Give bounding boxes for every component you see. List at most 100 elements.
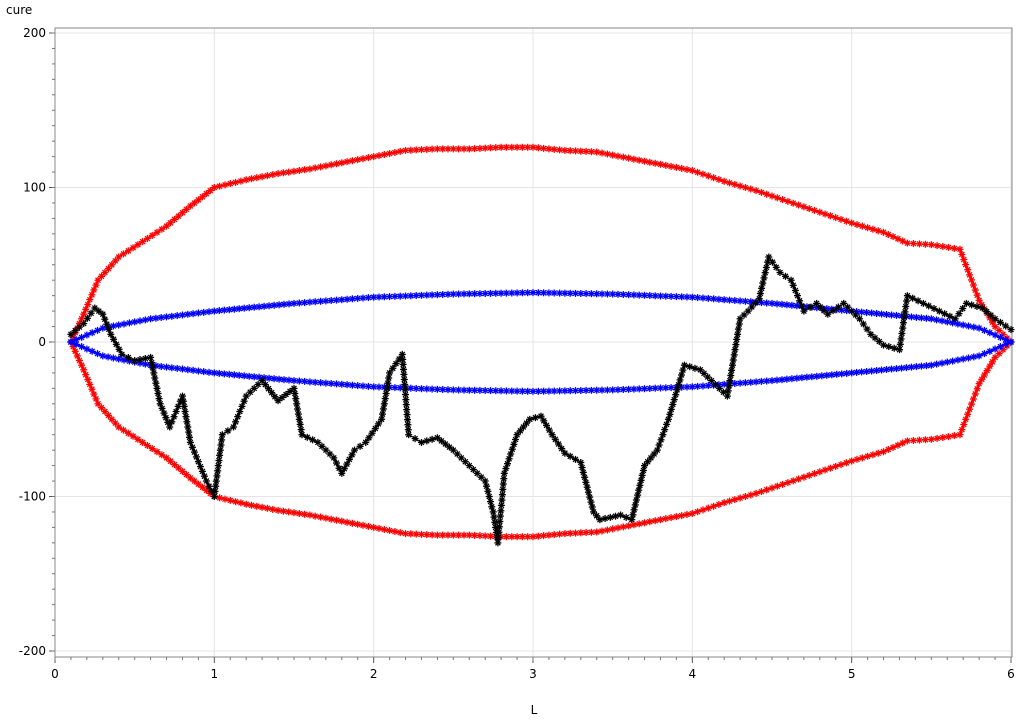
data-point — [778, 300, 786, 308]
data-point — [380, 526, 388, 533]
data-point — [800, 307, 808, 315]
data-point — [694, 168, 702, 176]
data-point — [688, 383, 696, 391]
data-point — [922, 314, 930, 322]
data-point — [789, 477, 797, 485]
data-point — [94, 400, 102, 408]
x-tick-label: 4 — [689, 667, 697, 681]
data-point — [80, 320, 88, 327]
data-point — [768, 484, 776, 492]
data-point — [826, 464, 834, 472]
data-point — [903, 239, 911, 247]
data-point — [211, 487, 219, 495]
data-point — [726, 497, 733, 505]
data-point — [699, 506, 707, 514]
data-point — [747, 185, 755, 193]
data-point — [94, 350, 101, 358]
data-point — [487, 144, 494, 152]
data-point — [88, 347, 96, 355]
x-tick-label: 6 — [1007, 667, 1015, 681]
data-point — [412, 146, 420, 154]
data-point — [136, 317, 144, 325]
data-point — [150, 369, 158, 377]
data-point — [915, 240, 923, 248]
data-point — [212, 477, 220, 485]
data-point — [727, 372, 735, 379]
data-point — [99, 324, 107, 332]
data-point — [112, 340, 120, 348]
data-point — [439, 386, 447, 393]
data-point — [798, 302, 806, 310]
data-point — [205, 482, 213, 490]
data-point — [945, 243, 952, 251]
data-point — [803, 373, 811, 381]
x-axis-label: L — [531, 703, 538, 717]
data-point — [115, 423, 123, 431]
data-point — [578, 464, 586, 471]
data-point — [330, 454, 338, 462]
data-point — [364, 522, 372, 530]
data-point — [153, 384, 161, 392]
data-point — [333, 459, 340, 467]
data-point — [354, 156, 362, 164]
data-point — [294, 405, 301, 413]
data-point — [909, 294, 917, 302]
data-point — [170, 413, 178, 421]
data-point — [622, 513, 630, 521]
data-point — [298, 431, 306, 439]
data-point — [933, 316, 941, 324]
data-point — [970, 353, 978, 361]
data-point — [418, 438, 425, 446]
data-point — [238, 402, 246, 410]
data-point — [900, 313, 908, 321]
data-point — [487, 498, 494, 506]
data-point — [378, 415, 386, 423]
data-point — [226, 180, 234, 188]
data-point — [848, 457, 856, 465]
data-point — [513, 387, 521, 395]
data-point — [955, 310, 963, 318]
data-point — [245, 372, 253, 380]
data-point — [832, 462, 840, 470]
data-point — [189, 366, 197, 374]
data-point — [782, 272, 789, 280]
data-point — [374, 420, 382, 428]
data-point — [980, 350, 988, 358]
data-point — [704, 504, 712, 512]
data-point — [938, 359, 946, 367]
data-point — [364, 294, 372, 302]
data-point — [158, 225, 166, 233]
data-point — [488, 503, 496, 511]
data-point — [935, 307, 943, 315]
data-point — [683, 166, 691, 173]
data-point — [606, 513, 614, 521]
data-point — [700, 369, 708, 377]
data-point — [551, 435, 559, 443]
data-point — [755, 295, 763, 303]
data-point — [455, 531, 463, 539]
data-point — [586, 493, 594, 501]
data-point — [543, 421, 550, 429]
data-point — [497, 507, 505, 515]
data-point — [391, 292, 399, 300]
data-point — [598, 527, 606, 535]
data-point — [534, 387, 542, 395]
data-point — [896, 346, 903, 354]
data-point — [561, 449, 569, 457]
data-point — [761, 269, 769, 277]
data-point — [296, 420, 304, 428]
data-point — [322, 514, 330, 522]
data-point — [550, 531, 558, 539]
data-point — [225, 370, 233, 378]
data-point — [134, 241, 142, 249]
data-point — [327, 515, 335, 523]
data-point — [793, 302, 801, 310]
data-point — [730, 351, 738, 359]
data-point — [148, 445, 156, 453]
data-point — [285, 168, 293, 176]
data-point — [899, 319, 907, 327]
data-point — [733, 335, 741, 343]
data-point — [901, 308, 909, 316]
data-point — [625, 154, 633, 162]
data-point — [348, 519, 356, 527]
